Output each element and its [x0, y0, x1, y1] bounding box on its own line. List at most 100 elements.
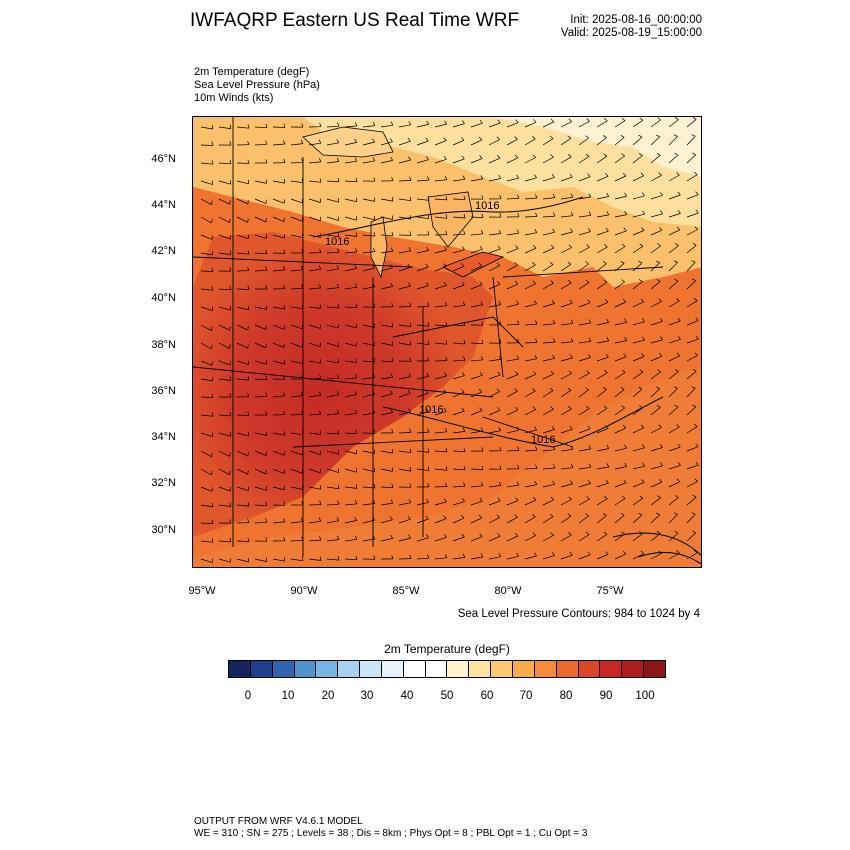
wind-barb [398, 306, 412, 308]
wind-barb [290, 306, 303, 310]
wind-barb-flag [642, 210, 645, 215]
wind-barb [560, 554, 573, 560]
wind-barb [524, 157, 536, 164]
wind-barb [452, 265, 465, 272]
wind-barb-flag [517, 338, 520, 343]
wind-barb [542, 156, 554, 164]
wind-barb [614, 356, 627, 362]
wind-barb-flag [300, 517, 304, 522]
wind-barb [578, 302, 591, 308]
wind-barb [434, 411, 447, 416]
wind-barb [506, 157, 519, 164]
wind-barb-flag [301, 375, 304, 380]
wind-barb [650, 321, 663, 326]
lake-erie [442, 251, 505, 278]
wind-barb [632, 136, 643, 146]
wind-barb-flag [283, 375, 286, 380]
wind-barb-flag [427, 231, 430, 236]
wind-barb [200, 144, 214, 146]
wind-barb-flag [373, 177, 376, 182]
wind-barb-flag [445, 230, 448, 235]
wind-barb-flag [445, 196, 448, 200]
wind-barb [398, 411, 411, 416]
wind-barb [290, 540, 304, 542]
wind-barb-flag [605, 551, 609, 555]
wind-barb-flag [642, 318, 645, 323]
wind-barb [416, 431, 430, 434]
wind-barb [614, 195, 627, 200]
wind-barb [236, 252, 249, 255]
wind-barb-flag [391, 428, 394, 434]
wind-barb-flag [443, 155, 447, 160]
wind-barb-flag [640, 424, 645, 428]
wind-barb-flag [676, 478, 681, 482]
colorbar-swatch [534, 661, 557, 677]
wind-barb [326, 142, 339, 146]
wind-barb-flag [372, 247, 376, 252]
wind-barb-flag [425, 137, 429, 142]
wind-barb [596, 263, 607, 272]
wind-barb-flag [534, 174, 537, 179]
wind-barb [614, 407, 625, 416]
wind-barb-flag [479, 281, 483, 285]
wind-barb [578, 534, 590, 542]
wind-barb-flag [461, 533, 465, 538]
wind-barb [506, 248, 519, 254]
wind-barb [470, 284, 483, 290]
wind-barb-flag [373, 232, 376, 237]
wind-barb [326, 468, 339, 473]
wind-barb [596, 282, 608, 290]
wind-barb [596, 196, 609, 200]
wind-barb-flag [499, 194, 502, 199]
wind-barb-flag [587, 228, 591, 232]
wind-barb-flag [283, 305, 286, 310]
wind-barb-flag [444, 372, 447, 377]
wind-barb [632, 407, 643, 416]
wind-barb [254, 342, 267, 349]
wind-barb-flag [283, 179, 286, 184]
wind-barb-flag [550, 370, 555, 375]
wind-barb-flag [515, 119, 519, 123]
wind-barb-flag [535, 446, 538, 451]
wind-barb-flag [282, 266, 286, 271]
wind-barb [578, 498, 590, 506]
lon-label-80: 80°W [494, 585, 522, 597]
colorbar-label: 40 [400, 690, 414, 702]
wind-barb-flag [211, 219, 213, 224]
colorbar-swatch [644, 661, 665, 677]
wind-barb-flag [443, 281, 447, 286]
wind-barb-flag [480, 175, 484, 180]
wind-barb [344, 468, 357, 473]
wind-barb-flag [354, 283, 358, 288]
wind-barb-flag [372, 535, 376, 540]
wind-barb-flag [673, 260, 678, 263]
colorbar-swatch [491, 661, 513, 677]
wind-barb [218, 216, 230, 224]
wind-barb-flag [463, 356, 466, 361]
wind-barb [650, 388, 660, 398]
wind-barb [416, 537, 429, 542]
wind-barb [596, 214, 609, 218]
wind-barb [542, 138, 554, 146]
wind-barb-flag [622, 172, 627, 177]
wind-barb [452, 501, 465, 506]
wind-barb [362, 393, 375, 398]
wind-barb-flag [391, 323, 394, 328]
colorbar-swatch [250, 661, 273, 677]
wind-barb-flag [585, 405, 590, 409]
contour-label-1016-south: 1016 [419, 404, 443, 416]
wind-barb [434, 518, 447, 524]
temperature-map-canvas: 1016 1016 1016 1016 [193, 117, 701, 567]
wind-barb [614, 246, 626, 254]
wind-barb [596, 340, 609, 344]
wind-barb [326, 216, 339, 221]
wind-barb-flag [692, 242, 697, 246]
wind-barb-flag [695, 191, 699, 195]
wind-barb [200, 198, 212, 206]
wind-barb [686, 387, 696, 398]
wind-barb-flag [247, 411, 250, 416]
wind-barb-flag [354, 157, 358, 162]
wind-barb [542, 323, 555, 326]
wind-barb-flag [463, 340, 466, 345]
plot-title: IWFAQRP Eastern US Real Time WRF [190, 10, 520, 31]
